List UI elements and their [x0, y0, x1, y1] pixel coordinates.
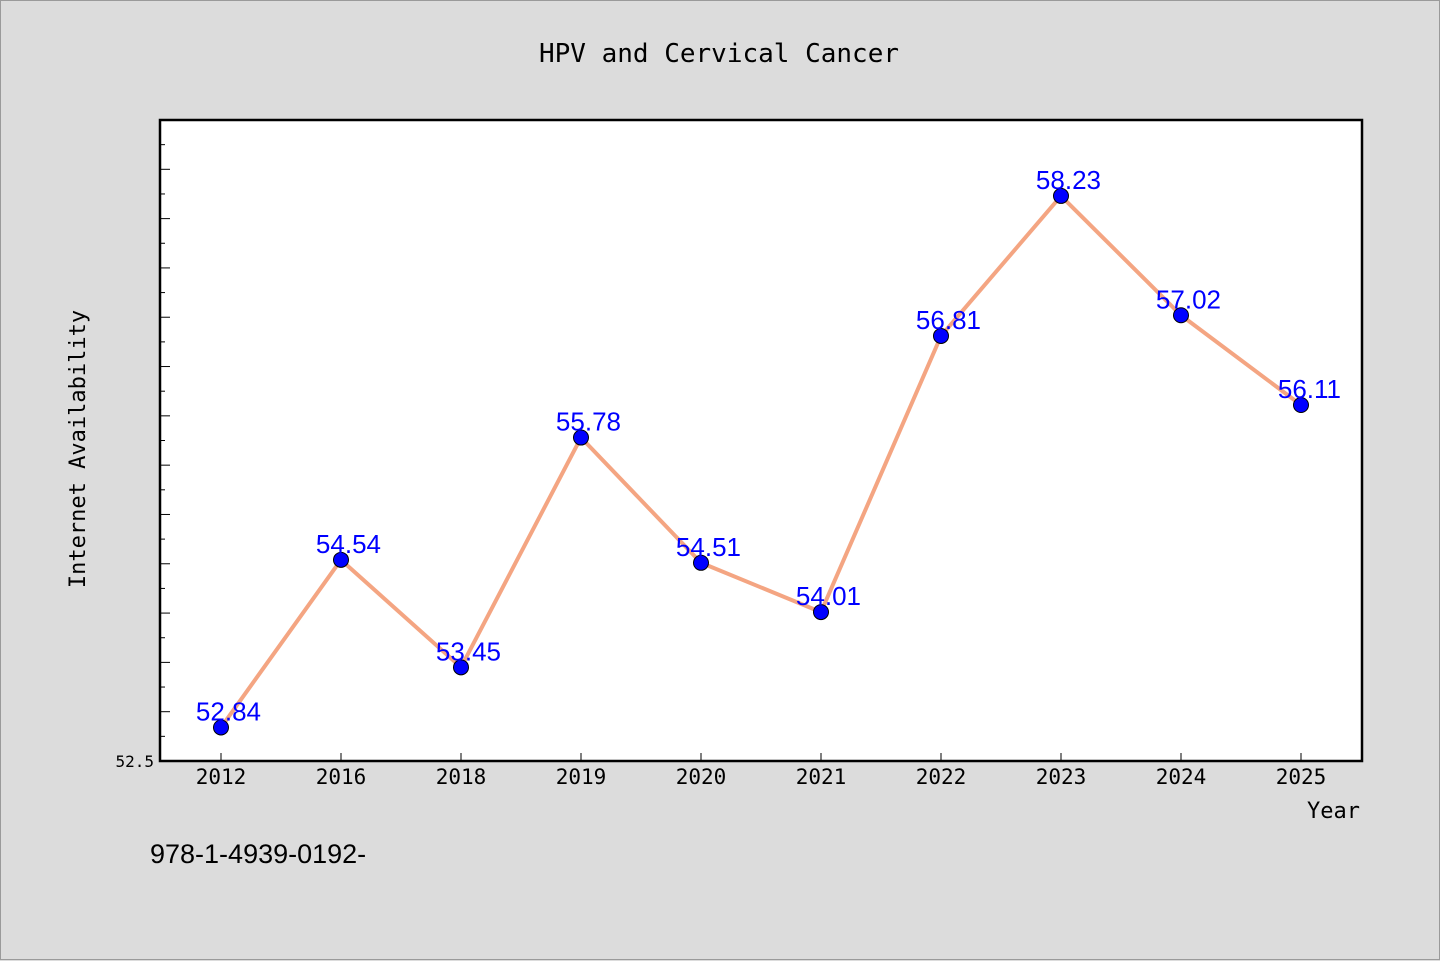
- data-label: 58.23: [1036, 165, 1101, 195]
- y-axis-label: Internet Availability: [66, 310, 91, 588]
- x-axis-tick-labels: 2012 2016 2018 2019 2020 2021 2022 2023 2024 2025: [196, 765, 1327, 789]
- data-label: 54.51: [676, 532, 741, 562]
- x-axis-label: Year: [1307, 799, 1360, 824]
- chart-title: HPV and Cervical Cancer: [539, 39, 899, 69]
- plot-area: [158, 118, 1364, 763]
- data-point: [1053, 187, 1069, 204]
- x-tick-label: 2021: [796, 765, 847, 789]
- x-tick-label: 2012: [196, 765, 247, 789]
- x-axis-ticks: [220, 753, 1302, 761]
- series-line-path: [219, 193, 1303, 730]
- x-tick-label: 2024: [1156, 765, 1207, 789]
- data-point: [1173, 307, 1189, 324]
- series-line: 52.84 54.54 53.45 55.78 54.51 54.01 56.81 58.23…: [196, 165, 1341, 736]
- y-axis-ticks: [160, 119, 170, 762]
- data-point: [693, 554, 709, 571]
- data-point: [573, 429, 589, 446]
- data-label: 56.11: [1278, 374, 1341, 404]
- data-label: 54.54: [316, 529, 381, 559]
- data-label: 56.81: [916, 305, 981, 335]
- data-point: [1293, 396, 1309, 413]
- data-point: [453, 659, 469, 676]
- y-tick-label: 52.5: [115, 752, 154, 771]
- x-tick-label: 2023: [1036, 765, 1087, 789]
- x-tick-label: 2018: [436, 765, 487, 789]
- x-tick-label: 2019: [556, 765, 607, 789]
- data-label: 55.78: [556, 407, 621, 437]
- data-point: [333, 551, 349, 568]
- data-label: 52.84: [196, 696, 261, 726]
- y-axis-tick-labels: 52.5: [115, 752, 154, 771]
- data-label: 54.01: [796, 581, 861, 611]
- data-label: 57.02: [1156, 284, 1221, 314]
- x-tick-label: 2025: [1276, 765, 1327, 789]
- data-point: [933, 327, 949, 344]
- footer-text: 978-1-4939-0192-: [150, 839, 366, 869]
- x-tick-label: 2022: [916, 765, 967, 789]
- data-point: [813, 604, 829, 621]
- data-point: [213, 719, 229, 736]
- x-tick-label: 2020: [676, 765, 727, 789]
- x-tick-label: 2016: [316, 765, 367, 789]
- data-label: 53.45: [436, 636, 501, 666]
